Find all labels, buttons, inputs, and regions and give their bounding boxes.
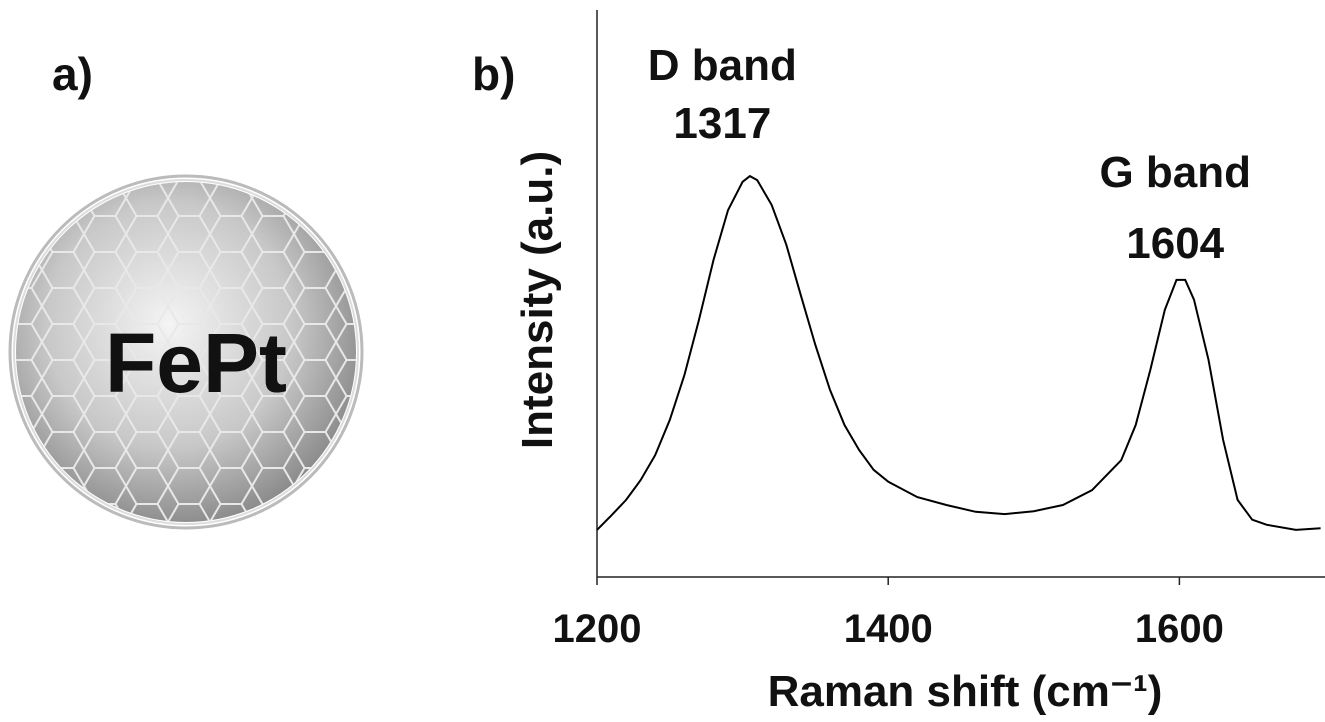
panel-label: a) [52, 48, 93, 100]
peak-annotation: G band [1099, 148, 1251, 197]
x-tick-label: 1600 [1135, 607, 1224, 651]
sphere-illustration: FePt [8, 174, 364, 530]
peak-annotation: 1604 [1126, 219, 1224, 268]
core-label: FePt [105, 316, 287, 410]
y-axis-label: Intensity (a.u.) [513, 151, 562, 449]
x-tick-label: 1400 [844, 607, 933, 651]
spectrum-line [596, 174, 1321, 531]
peak-annotation: 1317 [673, 99, 771, 148]
peak-annotation: D band [648, 41, 797, 90]
x-tick-label: 1200 [553, 607, 642, 651]
x-axis-label: Raman shift (cm⁻¹) [768, 667, 1163, 716]
panel-label: b) [472, 48, 515, 100]
